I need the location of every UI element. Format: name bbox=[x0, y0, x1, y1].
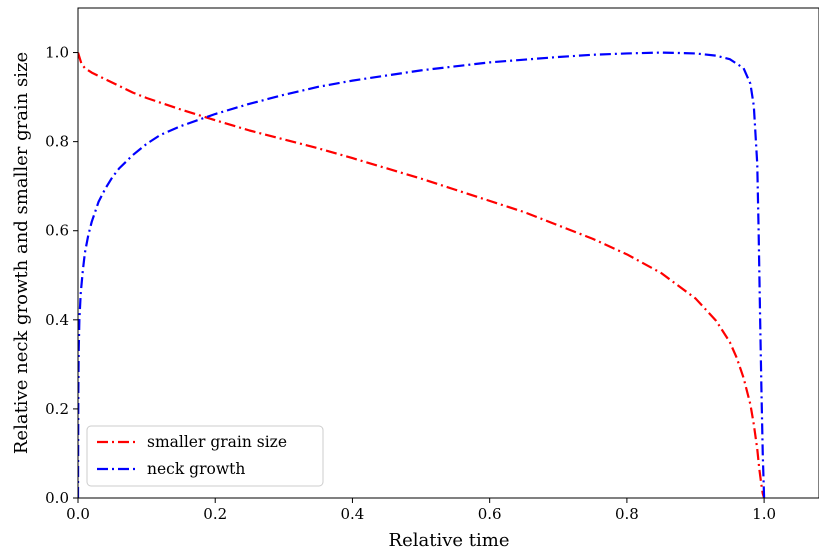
y-tick-label: 0.2 bbox=[45, 400, 69, 418]
x-tick-label: 0.8 bbox=[615, 505, 639, 523]
y-tick-label: 0.6 bbox=[45, 222, 69, 240]
x-tick-label: 1.0 bbox=[752, 505, 776, 523]
legend: smaller grain size neck growth bbox=[86, 425, 324, 487]
legend-label-neck-growth: neck growth bbox=[147, 460, 245, 478]
x-tick-label: 0.4 bbox=[341, 505, 365, 523]
series-line-smaller-grain-size bbox=[78, 52, 766, 498]
y-tick-label: 1.0 bbox=[45, 44, 69, 62]
x-axis-label: Relative time bbox=[389, 530, 510, 551]
series-line-neck-growth bbox=[78, 51, 766, 498]
y-axis: 0.0 0.2 0.4 0.6 0.8 1.0 bbox=[45, 44, 78, 507]
x-axis: 0.0 0.2 0.4 0.6 0.8 1.0 bbox=[66, 498, 776, 523]
y-tick-label: 0.0 bbox=[45, 489, 69, 507]
y-tick-label: 0.4 bbox=[45, 311, 69, 329]
x-tick-label: 0.2 bbox=[203, 505, 227, 523]
x-tick-label: 0.0 bbox=[66, 505, 90, 523]
legend-box bbox=[86, 425, 324, 487]
x-tick-label: 0.6 bbox=[478, 505, 502, 523]
plot-area-frame bbox=[77, 7, 819, 499]
y-axis-label: Relative neck growth and smaller grain s… bbox=[11, 52, 32, 454]
legend-label-smaller-grain-size: smaller grain size bbox=[147, 433, 287, 451]
y-tick-label: 0.8 bbox=[45, 133, 69, 151]
series-layer bbox=[78, 51, 766, 498]
